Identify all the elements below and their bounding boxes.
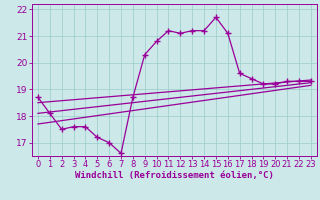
X-axis label: Windchill (Refroidissement éolien,°C): Windchill (Refroidissement éolien,°C) — [75, 171, 274, 180]
